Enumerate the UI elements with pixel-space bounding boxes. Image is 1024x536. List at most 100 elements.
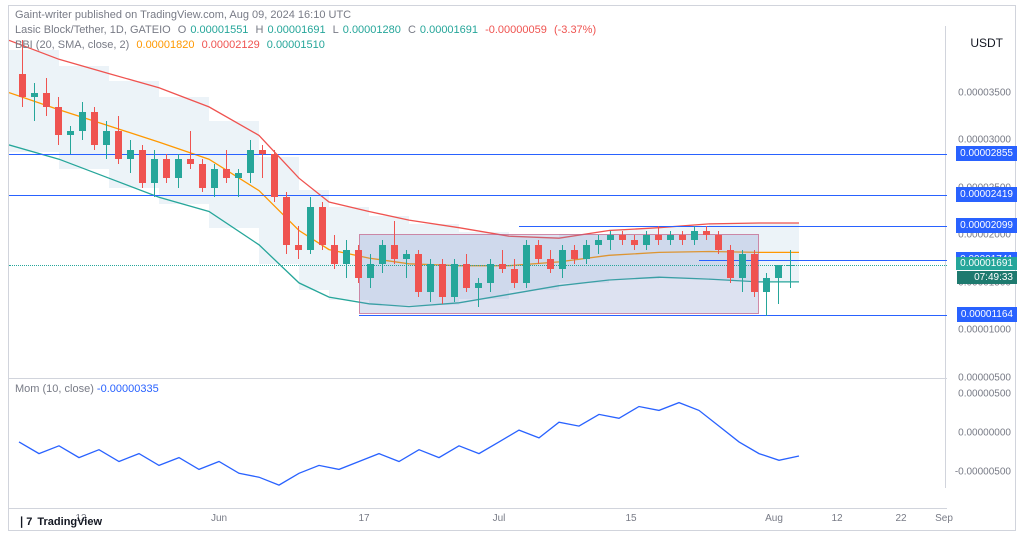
candlestick[interactable] bbox=[559, 26, 567, 378]
price-chart-pane[interactable]: 0.000028550.000024190.000020990.00001741… bbox=[9, 26, 947, 378]
candlestick[interactable] bbox=[415, 26, 423, 378]
candlestick[interactable] bbox=[31, 26, 39, 378]
horizontal-level-label: 0.00002099 bbox=[956, 218, 1017, 233]
candlestick[interactable] bbox=[763, 26, 771, 378]
ohlc-low: 0.00001280 bbox=[343, 24, 401, 36]
candlestick[interactable] bbox=[151, 26, 159, 378]
ohlc-close: 0.00001691 bbox=[420, 24, 478, 36]
candlestick[interactable] bbox=[271, 26, 279, 378]
bb-lower: 0.00001510 bbox=[267, 39, 325, 51]
yaxis-tick-label: 0.00003000 bbox=[958, 135, 1011, 146]
candlestick[interactable] bbox=[187, 26, 195, 378]
candlestick[interactable] bbox=[631, 26, 639, 378]
candlestick[interactable] bbox=[43, 26, 51, 378]
xaxis-tick-label: Sep bbox=[935, 513, 953, 524]
candlestick[interactable] bbox=[595, 26, 603, 378]
candlestick[interactable] bbox=[115, 26, 123, 378]
horizontal-level-label: 0.00002855 bbox=[956, 146, 1017, 161]
candlestick[interactable] bbox=[379, 26, 387, 378]
candlestick[interactable] bbox=[331, 26, 339, 378]
candlestick[interactable] bbox=[19, 26, 27, 378]
candlestick[interactable] bbox=[535, 26, 543, 378]
momentum-pane[interactable]: Mom (10, close) -0.00000335 bbox=[9, 378, 947, 488]
candlestick[interactable] bbox=[283, 26, 291, 378]
candlestick[interactable] bbox=[439, 26, 447, 378]
candlestick[interactable] bbox=[463, 26, 471, 378]
candlestick[interactable] bbox=[667, 26, 675, 378]
xaxis-tick-label: 15 bbox=[625, 513, 636, 524]
candlestick[interactable] bbox=[643, 26, 651, 378]
ohlc-pct: (-3.37%) bbox=[554, 24, 596, 36]
currency-label: USDT bbox=[962, 34, 1011, 52]
candlestick[interactable] bbox=[691, 26, 699, 378]
candlestick[interactable] bbox=[247, 26, 255, 378]
candlestick[interactable] bbox=[511, 26, 519, 378]
candlestick[interactable] bbox=[223, 26, 231, 378]
candlestick[interactable] bbox=[175, 26, 183, 378]
xaxis-tick-label: Jun bbox=[211, 513, 227, 524]
bb-mid: 0.00001820 bbox=[136, 39, 194, 51]
candlestick[interactable] bbox=[67, 26, 75, 378]
candlestick[interactable] bbox=[655, 26, 663, 378]
candlestick[interactable] bbox=[427, 26, 435, 378]
momentum-line bbox=[9, 379, 947, 489]
candlestick[interactable] bbox=[751, 26, 759, 378]
candlestick[interactable] bbox=[343, 26, 351, 378]
candlestick[interactable] bbox=[619, 26, 627, 378]
candlestick[interactable] bbox=[403, 26, 411, 378]
countdown-label: 07:49:33 bbox=[957, 271, 1017, 284]
candlestick[interactable] bbox=[523, 26, 531, 378]
candlestick[interactable] bbox=[547, 26, 555, 378]
horizontal-level[interactable]: 0.00001741 bbox=[699, 260, 947, 261]
candlestick[interactable] bbox=[703, 26, 711, 378]
momentum-label-row: Mom (10, close) -0.00000335 bbox=[15, 383, 159, 395]
candlestick[interactable] bbox=[103, 26, 111, 378]
candlestick[interactable] bbox=[199, 26, 207, 378]
candlestick[interactable] bbox=[475, 26, 483, 378]
bb-upper: 0.00002129 bbox=[202, 39, 260, 51]
tradingview-icon: ❘7 bbox=[17, 515, 32, 528]
xaxis-tick-label: 22 bbox=[895, 513, 906, 524]
horizontal-level-label: 0.00001164 bbox=[957, 307, 1017, 322]
candlestick[interactable] bbox=[139, 26, 147, 378]
candlestick[interactable] bbox=[307, 26, 315, 378]
candlestick[interactable] bbox=[127, 26, 135, 378]
symbol-ohlc-row: Lasic Block/Tether, 1D, GATEIO O0.000015… bbox=[15, 24, 600, 36]
candlestick[interactable] bbox=[715, 26, 723, 378]
candlestick[interactable] bbox=[679, 26, 687, 378]
candlestick[interactable] bbox=[583, 26, 591, 378]
candlestick[interactable] bbox=[391, 26, 399, 378]
candlestick[interactable] bbox=[259, 26, 267, 378]
candlestick[interactable] bbox=[319, 26, 327, 378]
candlestick[interactable] bbox=[499, 26, 507, 378]
xaxis-tick-label: 17 bbox=[358, 513, 369, 524]
bb-indicator-row: BBI (20, SMA, close, 2) 0.00001820 0.000… bbox=[15, 39, 329, 51]
candlestick[interactable] bbox=[727, 26, 735, 378]
candlestick[interactable] bbox=[211, 26, 219, 378]
candlestick[interactable] bbox=[91, 26, 99, 378]
candlestick[interactable] bbox=[571, 26, 579, 378]
bb-label: BBI (20, SMA, close, 2) bbox=[15, 39, 129, 51]
candlestick[interactable] bbox=[235, 26, 243, 378]
candlestick[interactable] bbox=[451, 26, 459, 378]
candlestick[interactable] bbox=[79, 26, 87, 378]
candlestick[interactable] bbox=[607, 26, 615, 378]
candlestick[interactable] bbox=[787, 26, 795, 378]
horizontal-level[interactable]: 0.00001164 bbox=[359, 315, 947, 316]
ind-yaxis-tick: -0.00000500 bbox=[955, 467, 1011, 478]
momentum-yaxis[interactable]: 0.000005000.00000000-0.00000500 bbox=[945, 378, 1015, 488]
candlestick[interactable] bbox=[55, 26, 63, 378]
candlestick[interactable] bbox=[487, 26, 495, 378]
time-xaxis[interactable]: 13Jun17Jul15Aug1222Sep bbox=[9, 508, 947, 530]
candlestick[interactable] bbox=[295, 26, 303, 378]
tradingview-watermark: ❘7 TradingView bbox=[17, 515, 102, 528]
horizontal-level-label: 0.00002419 bbox=[956, 187, 1017, 202]
ohlc-change: -0.00000059 bbox=[485, 24, 547, 36]
ind-yaxis-tick: 0.00000500 bbox=[958, 388, 1011, 399]
xaxis-tick-label: Jul bbox=[493, 513, 506, 524]
candlestick[interactable] bbox=[739, 26, 747, 378]
candlestick[interactable] bbox=[163, 26, 171, 378]
candlestick[interactable] bbox=[355, 26, 363, 378]
candlestick[interactable] bbox=[367, 26, 375, 378]
candlestick[interactable] bbox=[775, 26, 783, 378]
